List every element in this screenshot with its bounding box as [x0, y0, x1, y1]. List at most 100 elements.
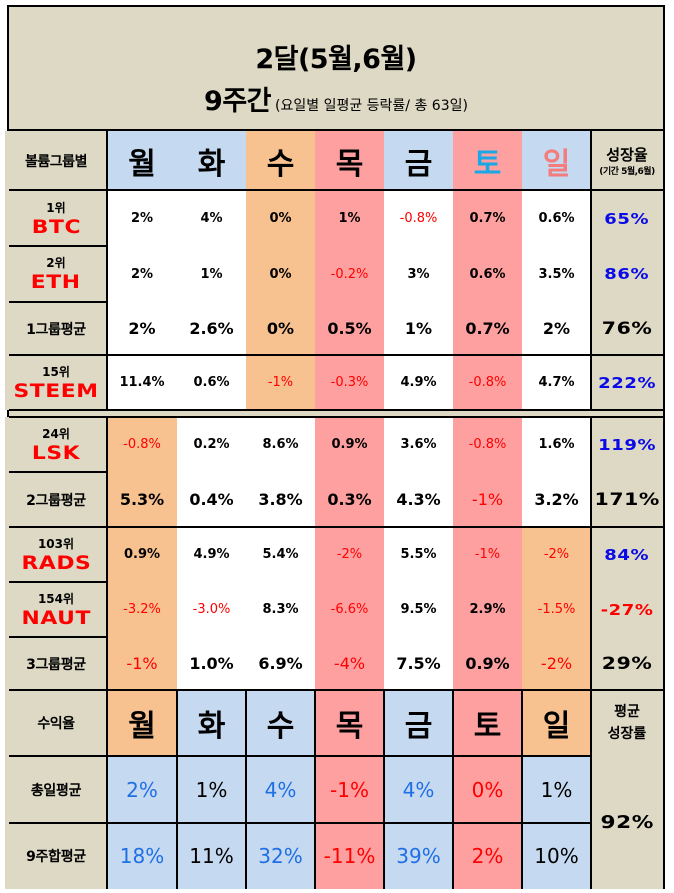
summary-day-fri: 금 [384, 690, 453, 756]
title-description: (요일별 일평균 등락률/ 총 63일) [275, 98, 468, 114]
summary-avg-growth: 92% [600, 812, 654, 833]
value-cell-naut-wed: 8.3% [246, 582, 315, 637]
value-cell-group1-avg-fri: 1% [384, 302, 453, 355]
value-cell-naut-sun: -1.5% [522, 582, 591, 637]
summary-value-text: 18% [119, 844, 165, 868]
value-cell-group3-avg-mon: -1% [107, 637, 177, 690]
value-text: 2.9% [469, 602, 506, 617]
summary-growth-header: 평균 성장률 [591, 690, 663, 756]
summary-row-label-daily-avg: 총일평균 [5, 756, 107, 823]
row-label-group3-avg: 3그룹평균 [5, 637, 107, 690]
value-cell-group1-avg-sun: 2% [522, 302, 591, 355]
header-day-mon: 월 [107, 131, 177, 191]
growth-cell-btc: 65% [591, 191, 663, 246]
growth-cell-group2-avg: 171% [591, 472, 663, 527]
value-cell-lsk-thu: 0.9% [315, 417, 384, 472]
value-text: 4.7% [538, 375, 575, 390]
title-banner: 2달(5월,6월) 9주간 (요일별 일평균 등락률/ 총 63일) [9, 7, 663, 131]
summary-value-text: 1% [195, 777, 228, 802]
summary-value-text: 39% [396, 844, 441, 868]
value-cell-steem-sun: 4.7% [522, 355, 591, 410]
summary-day-sun: 일 [522, 690, 591, 756]
value-text: -1% [471, 490, 504, 509]
growth-header-title: 성장율 [606, 145, 648, 164]
growth-header-period: (기간 5월,6월) [599, 166, 655, 177]
group-average-label: 2그룹평균 [26, 492, 86, 509]
value-cell-group1-avg-sat: 0.7% [453, 302, 522, 355]
rank-label: 24위 [42, 426, 70, 441]
value-cell-group2-avg-fri: 4.3% [384, 472, 453, 527]
title-subtitle: 9주간 (요일별 일평균 등락률/ 총 63일) [9, 79, 663, 118]
summary-value-nine-week-sun: 10% [522, 823, 591, 889]
value-text: -6.6% [330, 602, 369, 617]
grid-line-h [9, 526, 663, 528]
grid-line-h [9, 409, 663, 411]
day-label: 목 [335, 147, 364, 182]
value-cell-group3-avg-tue: 1.0% [177, 637, 246, 690]
ticker-symbol: NAUT [21, 606, 91, 629]
value-cell-group3-avg-wed: 6.9% [246, 637, 315, 690]
value-text: -4% [333, 654, 366, 673]
value-cell-btc-sun: 0.6% [522, 191, 591, 246]
growth-rate: 86% [604, 265, 650, 283]
value-text: 0.9% [123, 547, 161, 562]
value-text: 0.9% [465, 654, 510, 673]
value-cell-steem-tue: 0.6% [177, 355, 246, 410]
growth-cell-rads: 84% [591, 527, 663, 582]
value-text: 1.0% [189, 654, 234, 673]
value-cell-rads-fri: 5.5% [384, 527, 453, 582]
value-text: 5.5% [400, 547, 437, 562]
growth-cell-lsk: 119% [591, 417, 663, 472]
value-cell-steem-mon: 11.4% [107, 355, 177, 410]
growth-rate: 171% [594, 489, 660, 510]
summary-value-text: 32% [258, 844, 303, 868]
day-label: 수 [266, 147, 295, 182]
summary-value-daily-avg-fri: 4% [384, 756, 453, 823]
grid-line-h [9, 354, 663, 356]
value-text: 0.2% [193, 437, 230, 452]
value-text: 3.5% [538, 266, 575, 282]
value-cell-eth-wed: 0% [246, 246, 315, 302]
value-text: -3.2% [123, 602, 161, 617]
rank-label: 103위 [37, 536, 75, 551]
rank-label: 15위 [42, 364, 70, 379]
value-text: 4.9% [193, 547, 230, 562]
value-cell-group2-avg-sat: -1% [453, 472, 522, 527]
grid-line-h [9, 755, 592, 757]
value-cell-btc-fri: -0.8% [384, 191, 453, 246]
day-label: 화 [197, 709, 226, 744]
row-label-rads: 103위 RADS [5, 527, 107, 582]
value-cell-eth-thu: -0.2% [315, 246, 384, 302]
value-cell-group2-avg-mon: 5.3% [107, 472, 177, 527]
value-cell-btc-wed: 0% [246, 191, 315, 246]
value-text: 0.7% [465, 319, 510, 338]
value-cell-naut-mon: -3.2% [107, 582, 177, 637]
value-cell-steem-fri: 4.9% [384, 355, 453, 410]
value-cell-btc-sat: 0.7% [453, 191, 522, 246]
header-day-fri: 금 [384, 131, 453, 191]
value-text: 5.3% [119, 490, 165, 509]
row-label-lsk: 24위 LSK [5, 417, 107, 472]
growth-rate: 222% [597, 373, 657, 392]
day-label: 일 [542, 147, 571, 182]
summary-day-mon: 월 [107, 690, 177, 756]
summary-value-daily-avg-sat: 0% [453, 756, 522, 823]
value-cell-naut-sat: 2.9% [453, 582, 522, 637]
grid-line-h [9, 471, 108, 473]
ticker-symbol: ETH [31, 271, 81, 293]
growth-cell-eth: 86% [591, 246, 663, 302]
value-text: 7.5% [396, 654, 441, 673]
value-cell-lsk-tue: 0.2% [177, 417, 246, 472]
ticker-symbol: RADS [21, 551, 91, 574]
value-cell-naut-thu: -6.6% [315, 582, 384, 637]
grid-line-h [9, 581, 108, 583]
value-cell-lsk-sun: 1.6% [522, 417, 591, 472]
value-cell-group3-avg-sat: 0.9% [453, 637, 522, 690]
summary-value-text: 2% [471, 844, 504, 868]
day-label: 금 [404, 709, 433, 744]
row-label-group2-avg: 2그룹평균 [5, 472, 107, 527]
value-text: 4.9% [400, 375, 437, 390]
value-text: 1% [200, 266, 223, 282]
summary-value-nine-week-fri: 39% [384, 823, 453, 889]
summary-avg-growth-cell: 92% [591, 756, 663, 889]
